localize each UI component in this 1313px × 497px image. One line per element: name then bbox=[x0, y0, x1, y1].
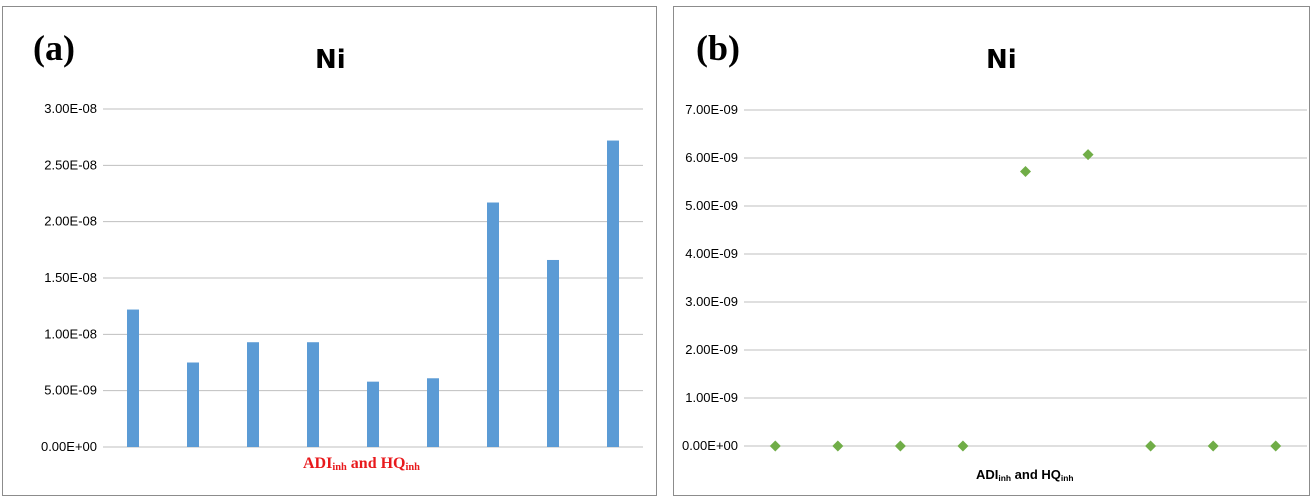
y-tick-label: 5.00E-09 bbox=[685, 198, 738, 213]
scatter-point bbox=[1207, 440, 1219, 452]
x-axis-label-a: ADIinh and HQinh bbox=[303, 455, 420, 473]
scatter-point bbox=[1082, 149, 1094, 161]
y-tick-label: 2.00E-08 bbox=[44, 214, 97, 229]
chart-title-b: Ni bbox=[986, 45, 1017, 75]
scatter-point bbox=[1270, 440, 1282, 452]
y-tick-label: 3.00E-08 bbox=[44, 101, 97, 116]
chart-title-a: Ni bbox=[315, 45, 346, 75]
scatter-point bbox=[894, 440, 906, 452]
x-axis-label-b: ADIinh and HQinh bbox=[976, 467, 1074, 483]
y-tick-label: 4.00E-09 bbox=[685, 246, 738, 261]
bar bbox=[607, 140, 619, 447]
bar bbox=[547, 259, 559, 447]
scatter-point bbox=[957, 440, 969, 452]
y-tick-label: 7.00E-09 bbox=[685, 102, 738, 117]
y-tick-label: 5.00E-09 bbox=[44, 383, 97, 398]
y-tick-label: 0.00E+00 bbox=[41, 439, 97, 454]
chart-panel-a: (a) Ni 0.00E+00 5.00E-09 1.00E-08 1.50E-08 2… bbox=[2, 6, 657, 496]
y-tick-label: 1.00E-08 bbox=[44, 326, 97, 341]
bar bbox=[127, 309, 139, 447]
bar bbox=[187, 362, 199, 447]
y-tick-label: 0.00E+00 bbox=[682, 438, 738, 453]
panel-label-b: (b) bbox=[696, 28, 740, 68]
bar bbox=[247, 342, 259, 447]
chart-panel-b: (b) Ni 0.00E+00 1.00E-09 2.00E-09 3.00E-09 4… bbox=[673, 6, 1310, 496]
scatter-chart-b: 0.00E+00 1.00E-09 2.00E-09 3.00E-09 4.00E-09… bbox=[682, 102, 1307, 453]
scatter-point bbox=[1145, 440, 1157, 452]
scatter-point bbox=[1020, 165, 1031, 177]
bar bbox=[427, 378, 439, 447]
bar bbox=[487, 202, 499, 447]
scatter-point bbox=[832, 440, 844, 452]
y-tick-label: 2.00E-09 bbox=[685, 342, 738, 357]
bar bbox=[367, 381, 379, 447]
bar-chart-a: 0.00E+00 5.00E-09 1.00E-08 1.50E-08 2.00E-08… bbox=[41, 101, 643, 454]
panel-label-a: (a) bbox=[33, 28, 75, 68]
y-tick-label: 1.00E-09 bbox=[685, 390, 738, 405]
y-tick-label: 6.00E-09 bbox=[685, 150, 738, 165]
scatter-point bbox=[769, 440, 781, 452]
bar bbox=[307, 342, 319, 447]
y-tick-label: 1.50E-08 bbox=[44, 270, 97, 285]
y-tick-label: 3.00E-09 bbox=[685, 294, 738, 309]
y-tick-label: 2.50E-08 bbox=[44, 157, 97, 172]
